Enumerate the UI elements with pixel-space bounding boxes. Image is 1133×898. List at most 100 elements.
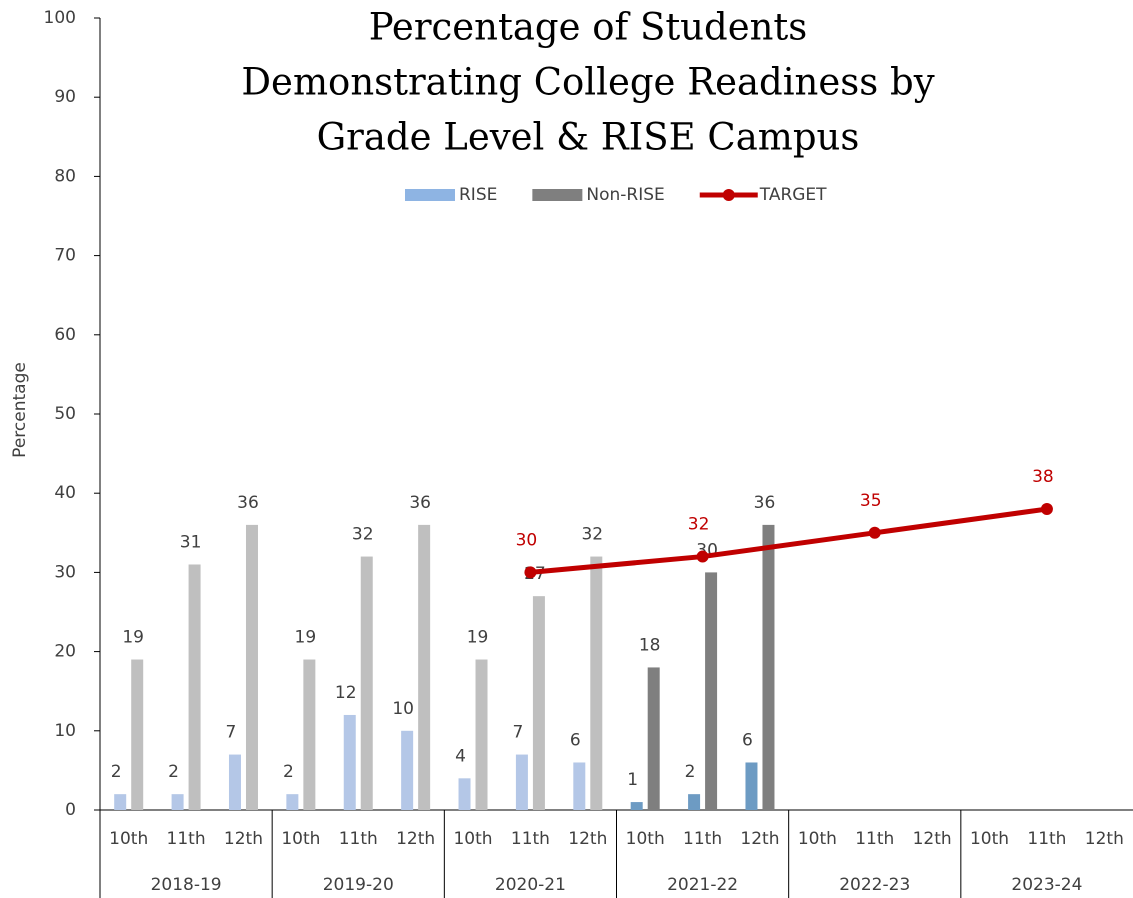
bar xyxy=(418,524,431,810)
line xyxy=(530,506,1048,575)
bar xyxy=(286,794,299,810)
bar xyxy=(573,762,586,810)
bar xyxy=(688,794,701,810)
x-tick-label: 10th xyxy=(970,829,1009,849)
x-tick-label: 11th xyxy=(339,829,378,849)
data-label: 31 xyxy=(180,532,202,552)
x-tick-label: 11th xyxy=(855,829,894,849)
bar xyxy=(303,659,316,810)
data-label: 6 xyxy=(570,730,581,750)
y-tick-label: 40 xyxy=(54,483,76,503)
y-tick-label: 50 xyxy=(54,404,76,424)
bar xyxy=(228,754,241,810)
legend-swatch xyxy=(532,189,583,201)
bar xyxy=(515,754,528,810)
data-label: 6 xyxy=(742,730,753,750)
y-tick-label: 80 xyxy=(54,166,76,186)
bar xyxy=(745,762,758,810)
line-marker xyxy=(696,550,709,563)
data-label: 7 xyxy=(513,723,524,743)
y-tick-label: 0 xyxy=(65,800,76,820)
bar xyxy=(188,564,201,810)
data-label: 32 xyxy=(688,515,710,535)
bar xyxy=(762,524,775,810)
chart-title: Demonstrating College Readiness by xyxy=(241,61,934,104)
data-label: 10 xyxy=(392,699,414,719)
x-tick-label: 12th xyxy=(224,829,263,849)
y-tick-label: 70 xyxy=(54,246,76,266)
data-label: 32 xyxy=(581,525,603,545)
bar xyxy=(114,794,127,810)
x-tick-label: 12th xyxy=(1085,829,1124,849)
data-label: 19 xyxy=(122,628,144,648)
data-label: 4 xyxy=(455,746,466,766)
x-group-label: 2020-21 xyxy=(495,875,566,895)
x-tick-label: 12th xyxy=(913,829,952,849)
y-tick-label: 10 xyxy=(54,721,76,741)
data-label: 2 xyxy=(168,762,179,782)
x-group-label: 2021-22 xyxy=(667,875,738,895)
data-label: 36 xyxy=(237,493,259,513)
line-marker xyxy=(868,526,881,539)
y-tick-label: 90 xyxy=(54,87,76,107)
bar xyxy=(343,714,356,810)
bar xyxy=(458,778,471,810)
data-label: 2 xyxy=(685,762,696,782)
bar xyxy=(171,794,184,810)
chart-title: Percentage of Students xyxy=(369,6,808,49)
x-tick-label: 10th xyxy=(798,829,837,849)
line-marker xyxy=(1040,503,1053,516)
bar xyxy=(245,524,258,810)
legend-label: Non-RISE xyxy=(586,185,664,205)
data-label: 1 xyxy=(627,770,638,790)
data-label: 35 xyxy=(860,491,882,511)
data-label: 19 xyxy=(295,628,317,648)
y-tick-label: 30 xyxy=(54,562,76,582)
bar xyxy=(705,572,718,810)
legend-label: RISE xyxy=(459,185,497,205)
x-tick-label: 11th xyxy=(511,829,550,849)
x-group-label: 2019-20 xyxy=(323,875,394,895)
y-tick-label: 100 xyxy=(44,8,76,28)
x-tick-label: 11th xyxy=(167,829,206,849)
x-tick-label: 10th xyxy=(281,829,320,849)
data-label: 19 xyxy=(467,628,489,648)
x-tick-label: 10th xyxy=(453,829,492,849)
data-label: 2 xyxy=(283,762,294,782)
bar xyxy=(532,596,545,810)
x-tick-label: 10th xyxy=(109,829,148,849)
x-tick-label: 12th xyxy=(740,829,779,849)
x-tick-label: 12th xyxy=(396,829,435,849)
data-label: 30 xyxy=(516,530,538,550)
line-marker xyxy=(524,566,537,579)
x-group-label: 2018-19 xyxy=(151,875,222,895)
x-tick-label: 11th xyxy=(683,829,722,849)
y-axis-label: Percentage xyxy=(10,362,30,458)
data-label: 18 xyxy=(639,635,661,655)
bar xyxy=(401,730,414,810)
legend-swatch xyxy=(722,189,735,201)
x-group-label: 2023-24 xyxy=(1011,875,1082,895)
y-tick-label: 20 xyxy=(54,642,76,662)
chart-title: Grade Level & RISE Campus xyxy=(317,116,860,159)
data-label: 38 xyxy=(1032,467,1054,487)
x-tick-label: 11th xyxy=(1027,829,1066,849)
x-group-label: 2022-23 xyxy=(839,875,910,895)
data-label: 12 xyxy=(335,683,357,703)
x-tick-label: 12th xyxy=(568,829,607,849)
bar xyxy=(360,556,373,810)
data-label: 36 xyxy=(409,493,431,513)
data-label: 7 xyxy=(226,723,237,743)
y-tick-label: 60 xyxy=(54,325,76,345)
data-label: 36 xyxy=(754,493,776,513)
legend-label: TARGET xyxy=(759,185,827,205)
bar xyxy=(131,659,144,810)
data-label: 32 xyxy=(352,525,374,545)
bar xyxy=(630,802,643,810)
x-tick-label: 10th xyxy=(626,829,665,849)
data-label: 2 xyxy=(111,762,122,782)
bar xyxy=(590,556,603,810)
bar xyxy=(647,667,660,810)
bar xyxy=(475,659,488,810)
